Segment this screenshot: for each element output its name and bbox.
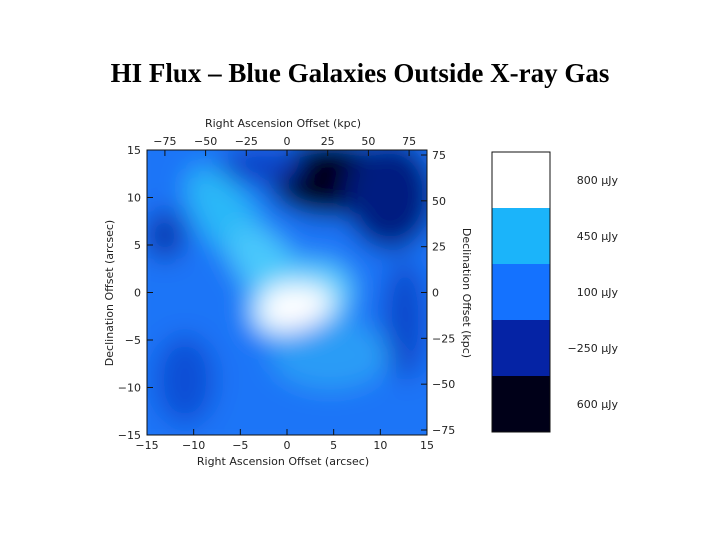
colorbar-label: 800 μJy xyxy=(577,174,619,187)
y-right-axis-label: Declination Offset (kpc) xyxy=(460,228,473,358)
x-bottom-tick-label: 5 xyxy=(330,439,337,452)
colorbar-frame xyxy=(491,151,551,433)
y-right-tick-label: −75 xyxy=(432,424,455,437)
x-top-axis-label: Right Ascension Offset (kpc) xyxy=(205,117,361,130)
colorbar-swatch xyxy=(492,376,550,432)
axes-layer: −15 −10 −5 0 5 10 15−75 −50 −25 0 25 50 75−15−10−505… xyxy=(118,135,455,452)
y-left-tick-label: 0 xyxy=(134,287,141,300)
y-left-tick-label: 5 xyxy=(134,239,141,252)
colorbar-label: 600 μJy xyxy=(577,398,619,411)
colorbar-swatch xyxy=(492,152,550,208)
x-bottom-tick-label: −5 xyxy=(232,439,248,452)
y-right-tick-label: −25 xyxy=(432,332,455,345)
x-bottom-tick-label: 15 xyxy=(420,439,434,452)
y-left-tick-label: 10 xyxy=(127,192,141,205)
colorbar-swatch xyxy=(492,264,550,320)
heatmap-image xyxy=(147,150,427,435)
colorbar: 800 μJy 450 μJy 100 μJy −250 μJy 600 μJy xyxy=(491,151,619,433)
x-top-tick-label: −75 xyxy=(153,135,176,148)
colorbar-label: 450 μJy xyxy=(577,230,619,243)
y-right-tick-label: 0 xyxy=(432,287,439,300)
x-top-tick-label: 75 xyxy=(402,135,416,148)
y-right-tick-label: 25 xyxy=(432,241,446,254)
x-bottom-tick-label: 10 xyxy=(373,439,387,452)
x-bottom-axis-label: Right Ascension Offset (arcsec) xyxy=(197,455,369,468)
x-top-tick-label: −50 xyxy=(194,135,217,148)
y-left-tick-label: −5 xyxy=(125,334,141,347)
colorbar-label: 100 μJy xyxy=(577,286,619,299)
x-top-tick-label: 50 xyxy=(361,135,375,148)
slide-title: HI Flux – Blue Galaxies Outside X-ray Ga… xyxy=(110,58,610,88)
y-left-tick-label: −15 xyxy=(118,429,141,442)
x-top-tick-label: −25 xyxy=(235,135,258,148)
colorbar-label: −250 μJy xyxy=(568,342,619,355)
colorbar-swatch xyxy=(492,320,550,376)
y-right-tick-label: 75 xyxy=(432,149,446,162)
y-left-tick-label: −10 xyxy=(118,382,141,395)
x-bottom-tick-label: 0 xyxy=(284,439,291,452)
x-bottom-tick-label: −10 xyxy=(182,439,205,452)
y-right-tick-label: −50 xyxy=(432,378,455,391)
x-top-tick-label: 0 xyxy=(284,135,291,148)
x-bottom-tick-label: −15 xyxy=(135,439,158,452)
y-right-tick-label: 50 xyxy=(432,195,446,208)
y-left-tick-label: 15 xyxy=(127,144,141,157)
x-top-tick-label: 25 xyxy=(321,135,335,148)
colorbar-swatch xyxy=(492,208,550,264)
y-left-axis-label: Declination Offset (arcsec) xyxy=(103,220,116,366)
